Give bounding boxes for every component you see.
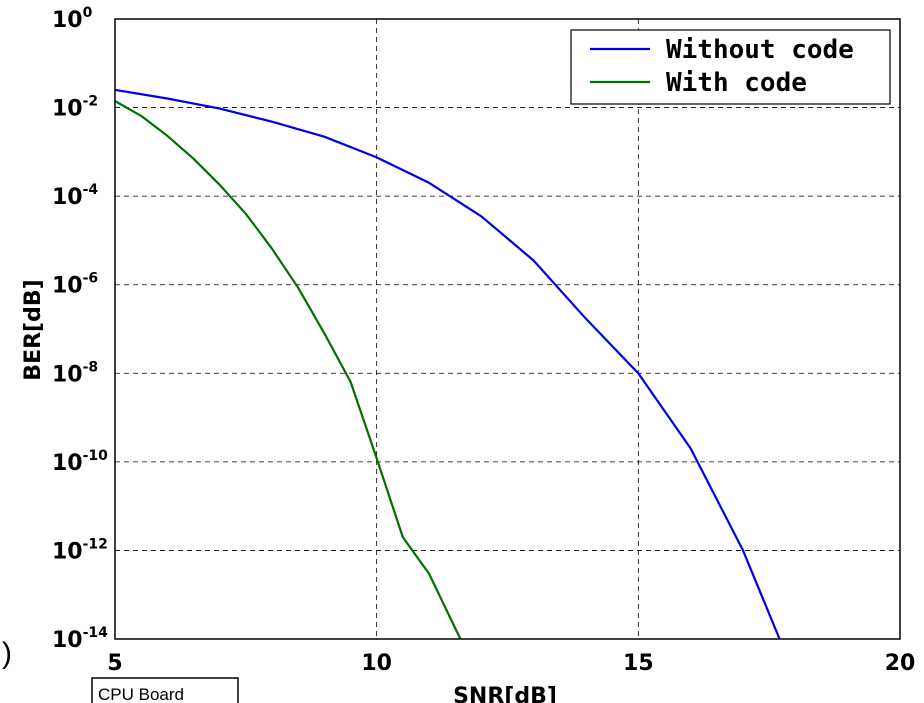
y-tick-label: 10-10 [52,448,108,476]
y-tick-label: 10-8 [52,359,98,387]
legend-label: Without code [666,35,854,65]
y-tick-label: 10-14 [52,625,108,653]
x-tick-label: 20 [885,651,916,676]
y-tick-label: 10-2 [52,94,98,122]
x-tick-label: 5 [107,651,122,676]
y-tick-label: 100 [52,5,93,33]
legend-label: With code [666,68,807,98]
plot-frame [114,18,901,640]
y-tick-labels: 100 10-2 10-4 10-6 10-8 10-10 10-12 10-14 [52,5,108,653]
x-tick-label: 10 [361,651,392,676]
series-line-with-code [114,100,462,640]
grid-lines [115,19,900,639]
legend-box [570,29,891,105]
series-lines [114,88,781,640]
y-tick-label: 10-12 [52,536,108,564]
cpu-board-label: CPU Board [98,685,184,703]
y-axis-label: BER[dB] [21,279,46,380]
cpu-board-box [91,677,239,703]
x-tick-label: 15 [623,651,654,676]
series-line-without-code [114,88,781,640]
y-tick-label: 10-4 [52,182,98,210]
y-tick-label: 10-6 [52,271,98,299]
x-axis-label: SNR[dB] [453,684,557,703]
cropped-paren: ) [2,637,12,670]
x-tick-labels: 5 10 15 20 [107,651,915,676]
